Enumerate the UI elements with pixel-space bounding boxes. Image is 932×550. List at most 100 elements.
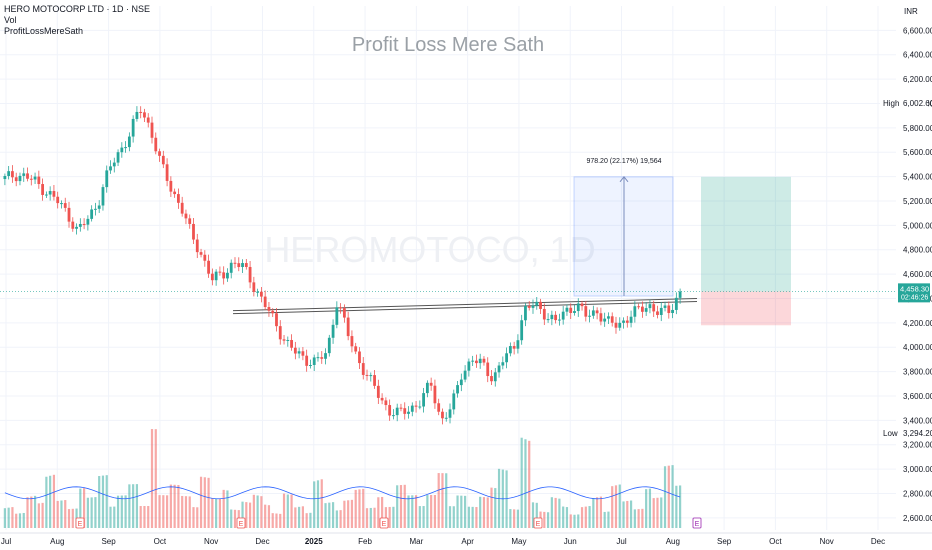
candle-body (527, 306, 531, 308)
volume-bar (132, 484, 135, 528)
volume-bar (294, 507, 297, 528)
candle-body (60, 203, 63, 205)
volume-bar (282, 493, 286, 528)
volume-bar (162, 495, 165, 528)
candle-body (90, 209, 94, 219)
candle-body (346, 317, 350, 337)
candle-body (618, 322, 622, 328)
volume-bar (173, 484, 176, 528)
volume-bar (154, 429, 157, 528)
low-label-bg (880, 427, 928, 440)
volume-bar (67, 509, 71, 528)
candle-body (44, 194, 48, 196)
volume-bar (207, 477, 210, 528)
watermark-title: Profit Loss Mere Sath (351, 34, 545, 56)
price-axis-tick: 3,400.00 (903, 416, 932, 425)
time-axis-tick: Oct (769, 537, 782, 546)
volume-bar (233, 509, 237, 528)
volume-bar (347, 500, 350, 528)
high-label-bg (880, 97, 928, 110)
volume-bar (645, 489, 648, 528)
candle-body (407, 411, 410, 414)
volume-bar (328, 502, 331, 528)
volume-bar (550, 497, 553, 528)
candle-body (203, 254, 207, 261)
earnings-marker[interactable]: E (236, 517, 246, 529)
custom-indicator-label[interactable]: ProfitLossMereSath (4, 26, 84, 36)
time-axis-tick: Jul (1, 537, 11, 546)
candle-body (403, 408, 407, 414)
candle-body (380, 397, 384, 401)
candle-body (365, 374, 369, 376)
volume-bar (622, 501, 625, 528)
high-value: 6,002.60 (903, 99, 932, 108)
candle-body (482, 358, 486, 363)
candle-body (542, 308, 546, 320)
candle-body (290, 339, 293, 348)
trendline (232, 300, 698, 315)
volume-bar (109, 506, 112, 528)
time-axis-tick: Dec (871, 537, 885, 546)
volume-bar (271, 513, 274, 528)
price-axis-tick: 2,800.00 (903, 489, 932, 498)
volume-indicator-label[interactable]: Vol (4, 15, 17, 25)
candle-body (546, 319, 550, 321)
candle-body (177, 194, 180, 203)
volume-bar (648, 488, 652, 528)
candle-body (316, 357, 320, 359)
earnings-marker[interactable]: E (692, 517, 702, 529)
candle-body (425, 382, 429, 394)
candle-body (539, 301, 542, 309)
volume-bar (577, 514, 580, 528)
volume-bar (520, 437, 523, 528)
earnings-marker[interactable]: E (533, 517, 543, 529)
candle-body (37, 176, 41, 185)
candle-body (331, 324, 335, 338)
candle-body (154, 137, 158, 152)
candle-body (441, 411, 444, 419)
earnings-marker[interactable]: E (75, 517, 85, 529)
volume-bar (396, 485, 399, 528)
candle-body (301, 351, 305, 356)
candle-body (399, 407, 403, 409)
earnings-marker[interactable]: E (379, 517, 389, 529)
price-axis-tick: 4,200.00 (903, 319, 932, 328)
volume-bar (558, 498, 561, 528)
price-axis-tick: 4,000.00 (903, 343, 932, 352)
candle-body (324, 353, 327, 359)
volume-bar (83, 488, 86, 528)
volume-bar (230, 509, 233, 528)
candle-body (22, 173, 26, 176)
volume-bar (15, 513, 18, 528)
candle-body (3, 175, 7, 180)
volume-bar (177, 485, 180, 528)
volume-bar (215, 498, 218, 528)
volume-bar (358, 489, 361, 528)
candle-body (327, 337, 331, 354)
volume-bar (188, 496, 191, 528)
candle-body (584, 306, 588, 317)
candle-body (143, 112, 146, 118)
candle-body (588, 315, 591, 317)
volume-bar (147, 506, 150, 528)
price-axis-tick: 5,600.00 (903, 148, 932, 157)
volume-bar (301, 506, 304, 528)
volume-bar (33, 495, 37, 528)
candle-body (237, 263, 241, 268)
candle-body (11, 171, 14, 178)
volume-bar (392, 506, 395, 528)
candle-body (531, 305, 535, 308)
volume-bar (116, 495, 120, 528)
candle-body (516, 340, 520, 349)
candle-body (384, 400, 388, 406)
volume-bar (226, 490, 229, 528)
candle-body (101, 187, 105, 206)
volume-bar (633, 509, 636, 528)
candle-body (595, 310, 599, 314)
volume-bar (384, 507, 387, 528)
volume-bar (181, 495, 184, 528)
position-stop-zone (701, 291, 791, 326)
candle-body (524, 306, 527, 321)
candle-body (33, 176, 37, 180)
